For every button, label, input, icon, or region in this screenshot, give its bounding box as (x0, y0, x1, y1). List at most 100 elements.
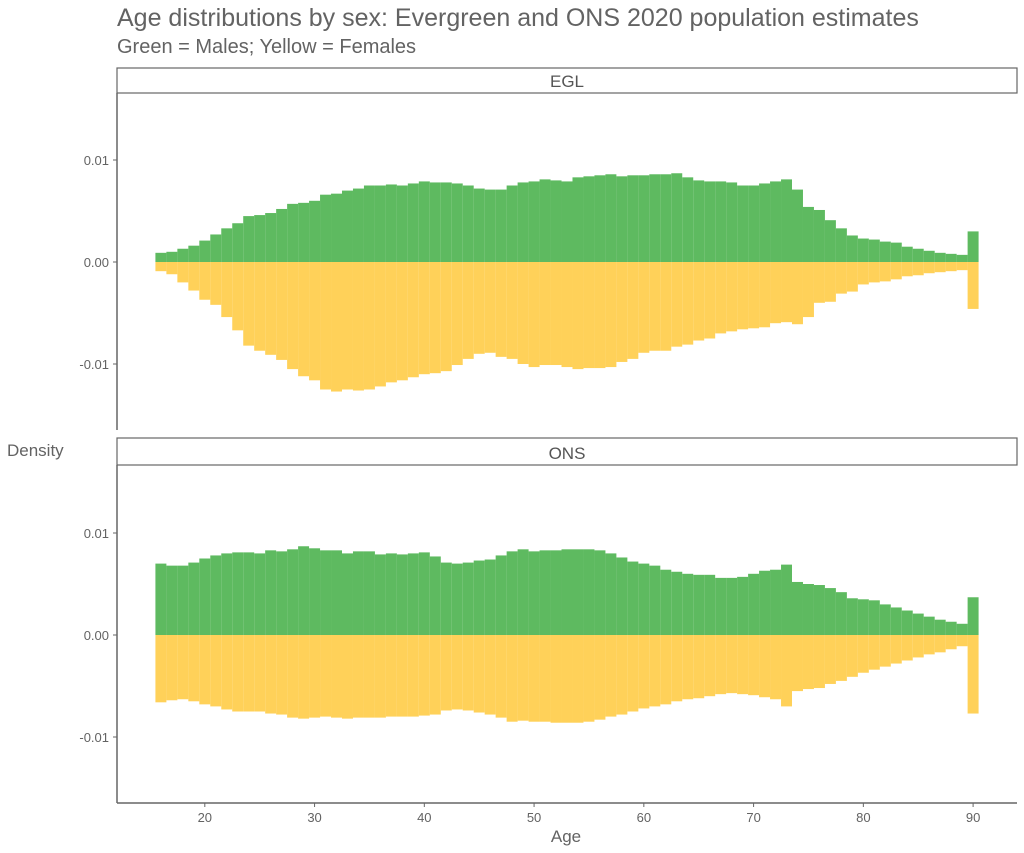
bar-males-40 (418, 552, 430, 635)
bar-females-71 (759, 262, 771, 328)
bar-males-22 (221, 228, 233, 262)
bar-males-36 (374, 554, 386, 635)
bar-males-87 (934, 252, 946, 262)
x-tick-label: 30 (307, 810, 321, 825)
bar-males-39 (407, 183, 419, 262)
bar-males-55 (583, 176, 595, 262)
bar-females-26 (265, 635, 277, 714)
bar-males-64 (682, 177, 694, 262)
bar-males-28 (287, 549, 299, 635)
bar-males-20 (199, 558, 211, 635)
bar-males-68 (726, 182, 738, 262)
bar-males-33 (342, 190, 353, 262)
bar-males-55 (583, 549, 595, 635)
chart-subtitle: Green = Males; Yellow = Females (117, 36, 417, 58)
bar-males-89 (956, 623, 968, 635)
y-tick-label: -0.01 (79, 730, 109, 745)
bar-females-33 (342, 635, 353, 719)
bar-females-88 (945, 262, 957, 272)
bar-females-83 (890, 635, 902, 664)
facet-strip (116, 437, 1018, 466)
bar-females-80 (857, 635, 869, 673)
bar-females-73 (781, 635, 792, 707)
bar-females-61 (649, 262, 661, 351)
bar-males-73 (781, 179, 792, 262)
bar-females-81 (868, 635, 880, 670)
x-tick-label: 20 (198, 810, 212, 825)
bar-males-48 (506, 185, 518, 262)
bar-females-32 (331, 262, 342, 392)
bar-males-41 (429, 182, 441, 262)
bar-females-19 (188, 262, 200, 291)
bar-males-30 (309, 200, 321, 262)
facet-strip-label: EGL (550, 72, 584, 91)
bar-females-18 (177, 635, 189, 700)
bar-females-36 (374, 635, 386, 718)
bar-females-50 (528, 262, 540, 368)
x-tick-label: 90 (966, 810, 980, 825)
bar-males-53 (561, 549, 573, 635)
bar-females-67 (715, 635, 727, 695)
bar-females-86 (923, 635, 935, 655)
bar-females-85 (912, 635, 924, 658)
bar-males-83 (890, 607, 902, 635)
bar-males-45 (473, 560, 485, 635)
bar-males-16 (155, 252, 167, 262)
bar-females-46 (484, 262, 496, 353)
bar-males-25 (254, 553, 266, 635)
bar-males-17 (166, 251, 178, 262)
bar-males-79 (846, 235, 858, 262)
facet-strip-label: ONS (549, 444, 586, 463)
bar-males-29 (298, 202, 310, 262)
bar-males-26 (265, 550, 277, 635)
bar-males-80 (857, 238, 869, 262)
bar-males-71 (759, 570, 771, 635)
bar-females-31 (320, 635, 332, 717)
bar-males-63 (671, 571, 683, 635)
bar-females-64 (682, 262, 694, 345)
x-tick-label: 60 (637, 810, 651, 825)
bar-females-90 (967, 262, 979, 309)
bar-females-60 (638, 262, 650, 353)
bar-females-89 (956, 262, 968, 271)
bar-females-19 (188, 635, 200, 702)
bar-females-77 (824, 262, 836, 302)
bar-females-68 (726, 262, 738, 332)
bar-males-42 (440, 562, 452, 635)
bar-males-30 (309, 548, 321, 635)
bar-females-45 (473, 635, 485, 713)
bar-females-52 (550, 635, 562, 723)
x-tick-label: 50 (527, 810, 541, 825)
bar-females-34 (352, 635, 364, 718)
bar-males-84 (901, 610, 913, 635)
bar-males-47 (495, 189, 507, 262)
bar-females-82 (879, 635, 891, 667)
bar-females-64 (682, 635, 694, 700)
bar-females-59 (627, 635, 639, 712)
bar-males-70 (748, 573, 760, 635)
x-axis-label: Age (551, 827, 581, 846)
bar-females-56 (594, 635, 606, 720)
bar-males-34 (352, 188, 364, 262)
bar-males-62 (660, 174, 672, 262)
bar-females-56 (594, 262, 606, 369)
bar-males-66 (704, 574, 716, 635)
bar-females-24 (243, 262, 255, 346)
bar-males-88 (945, 253, 957, 262)
bar-males-19 (188, 562, 200, 635)
bar-females-78 (835, 635, 847, 681)
bar-females-46 (484, 635, 496, 715)
bar-females-88 (945, 635, 957, 650)
bar-females-41 (429, 635, 441, 715)
bar-males-71 (759, 183, 771, 262)
bar-males-35 (363, 551, 375, 635)
bar-males-22 (221, 553, 233, 635)
bar-females-73 (781, 262, 792, 323)
bar-males-62 (660, 569, 672, 635)
bar-females-77 (824, 635, 836, 684)
bar-males-26 (265, 213, 277, 262)
panel-ons: ONS -0.01 0.00 0.01 20 30 40 50 60 70 80 90 (79, 437, 1018, 825)
bar-females-76 (813, 262, 825, 303)
series-females (155, 262, 979, 392)
y-tick-label: 0.00 (84, 628, 109, 643)
